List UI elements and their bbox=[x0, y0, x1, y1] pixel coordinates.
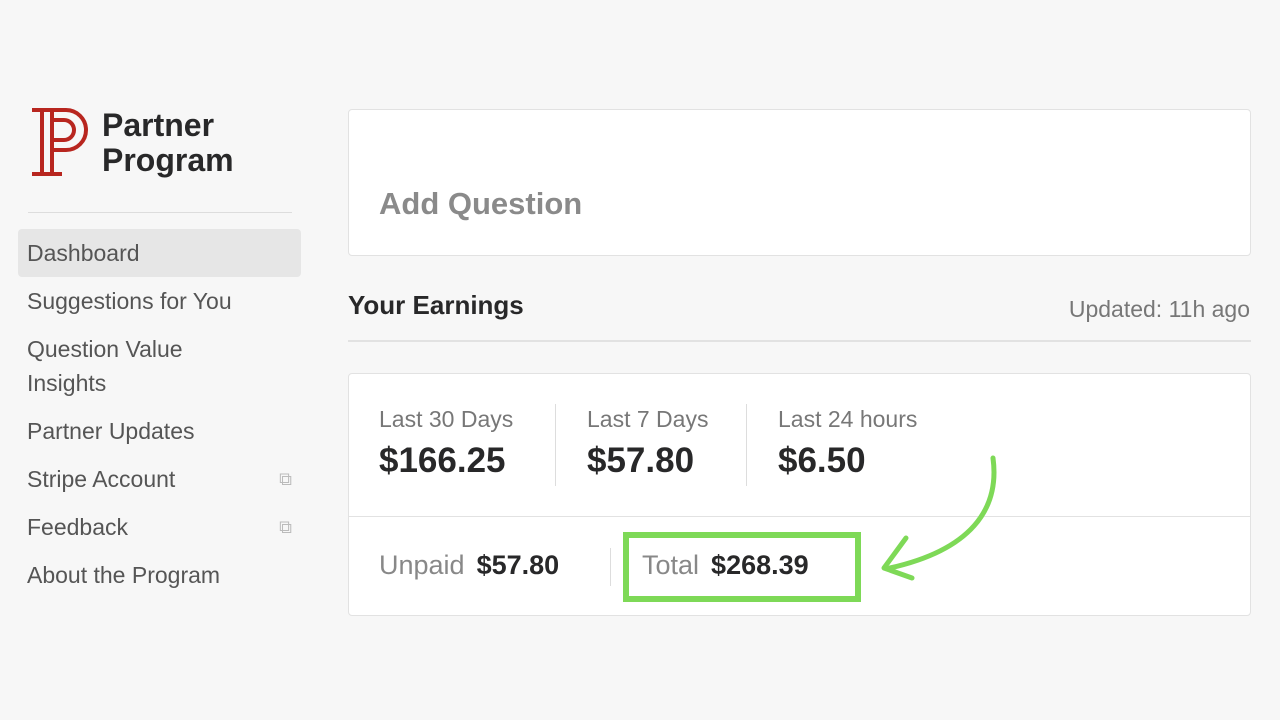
sidebar-item-feedback[interactable]: Feedback ⧉ bbox=[18, 503, 301, 551]
add-question-box[interactable]: Add Question bbox=[348, 109, 1251, 256]
external-link-icon: ⧉ bbox=[279, 517, 292, 537]
earnings-title: Your Earnings bbox=[348, 290, 524, 320]
divider bbox=[610, 548, 611, 586]
divider bbox=[746, 404, 747, 486]
sidebar-item-partner-updates[interactable]: Partner Updates bbox=[27, 418, 195, 444]
divider bbox=[555, 404, 556, 486]
row-divider bbox=[349, 516, 1250, 517]
earnings-card: Last 30 Days $166.25 Last 7 Days $57.80 La… bbox=[348, 373, 1251, 616]
sidebar-item-dashboard[interactable]: Dashboard bbox=[18, 229, 301, 277]
sidebar-item-about[interactable]: About the Program bbox=[27, 562, 221, 588]
total-amount: Total $268.39 bbox=[642, 550, 809, 580]
sidebar-divider bbox=[28, 212, 292, 213]
add-question-label: Add Question bbox=[379, 186, 583, 221]
sidebar-item-question-value-insights[interactable]: Question Value Insights bbox=[27, 336, 183, 396]
external-link-icon: ⧉ bbox=[279, 469, 292, 489]
partner-program-logo bbox=[32, 108, 88, 176]
sidebar-item-suggestions[interactable]: Suggestions for You bbox=[27, 288, 232, 314]
brand-title: Partner Program bbox=[102, 107, 234, 178]
arrow-annotation-icon bbox=[881, 455, 997, 581]
sidebar-nav: Dashboard Suggestions for You Question V… bbox=[18, 229, 301, 599]
sidebar-item-stripe-account[interactable]: Stripe Account ⧉ bbox=[18, 455, 301, 503]
total-highlight-box bbox=[623, 532, 861, 602]
stat-last-24-hours: Last 24 hours $6.50 bbox=[778, 406, 918, 480]
stat-last-30-days: Last 30 Days $166.25 bbox=[379, 406, 514, 480]
updated-timestamp: Updated: 11h ago bbox=[1068, 296, 1250, 322]
earnings-divider bbox=[348, 340, 1251, 342]
stat-last-7-days: Last 7 Days $57.80 bbox=[587, 406, 709, 480]
unpaid-amount: Unpaid $57.80 bbox=[379, 550, 560, 580]
